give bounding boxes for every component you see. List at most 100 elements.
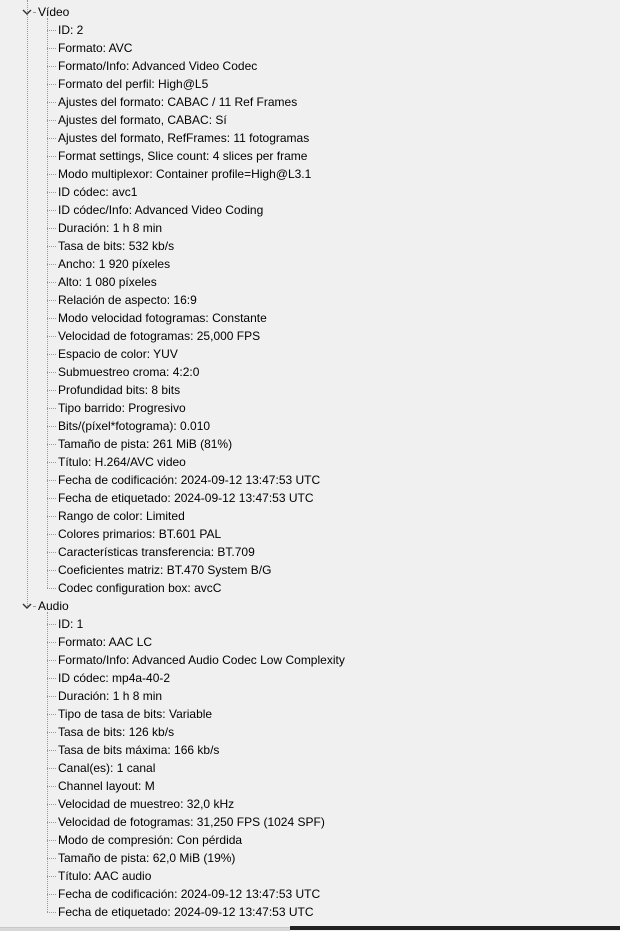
tree-item[interactable]: Ajustes del formato: CABAC / 11 Ref Fram… — [0, 93, 620, 111]
tree-item-label: Formato: AVC — [58, 41, 133, 55]
tree-connector — [47, 552, 56, 553]
tree-item[interactable]: Tamaño de pista: 62,0 MiB (19%) — [0, 849, 620, 867]
tree-item[interactable]: Modo velocidad fotogramas: Constante — [0, 309, 620, 327]
tree-item-label: Modo de compresión: Con pérdida — [58, 833, 243, 847]
tree-item[interactable]: Tamaño de pista: 261 MiB (81%) — [0, 435, 620, 453]
tree-item[interactable]: Submuestreo croma: 4:2:0 — [0, 363, 620, 381]
tree-item[interactable]: Formato/Info: Advanced Audio Codec Low C… — [0, 651, 620, 669]
tree-item[interactable]: Duración: 1 h 8 min — [0, 219, 620, 237]
tree-item[interactable]: Formato del perfil: High@L5 — [0, 75, 620, 93]
tree-connector — [47, 678, 56, 679]
section-header-vdeo[interactable]: Vídeo — [0, 3, 620, 21]
tree-item-label: Tamaño de pista: 261 MiB (81%) — [58, 437, 233, 451]
tree-item[interactable]: Tipo barrido: Progresivo — [0, 399, 620, 417]
tree-item-label: Ancho: 1 920 píxeles — [58, 257, 171, 271]
tree-item[interactable]: Título: AAC audio — [0, 867, 620, 885]
tree-item[interactable]: Características transferencia: BT.709 — [0, 543, 620, 561]
tree-item[interactable]: Fecha de codificación: 2024-09-12 13:47:… — [0, 885, 620, 903]
tree-item[interactable]: Modo multiplexor: Container profile=High… — [0, 165, 620, 183]
tree-item[interactable]: Duración: 1 h 8 min — [0, 687, 620, 705]
tree-item-label: Rango de color: Limited — [58, 509, 185, 523]
tree-item[interactable]: Fecha de etiquetado: 2024-09-12 13:47:53… — [0, 903, 620, 921]
tree-item-label: ID códec/Info: Advanced Video Coding — [58, 203, 264, 217]
tree-connector — [47, 372, 56, 373]
tree-item-label: Formato/Info: Advanced Video Codec — [58, 59, 258, 73]
tree-connector — [47, 786, 56, 787]
tree-item-label: Título: AAC audio — [58, 869, 152, 883]
media-info-tree[interactable]: Vídeo ID: 2 Formato: AVC Formato/Info: Adva… — [0, 3, 620, 921]
tree-connector — [47, 498, 56, 499]
tree-connector — [47, 102, 56, 103]
tree-item[interactable]: ID: 2 — [0, 21, 620, 39]
tree-item[interactable]: Channel layout: M — [0, 777, 620, 795]
tree-item-label: Duración: 1 h 8 min — [58, 689, 163, 703]
section-header-audio[interactable]: Audio — [0, 597, 620, 615]
tree-connector — [47, 354, 56, 355]
tree-item-label: Tipo de tasa de bits: Variable — [58, 707, 213, 721]
tree-item[interactable]: Coeficientes matriz: BT.470 System B/G — [0, 561, 620, 579]
tree-item-label: Codec configuration box: avcC — [58, 581, 222, 595]
tree-connector — [47, 804, 56, 805]
tree-connector — [47, 84, 56, 85]
tree-item[interactable]: ID: 1 — [0, 615, 620, 633]
tree-connector — [47, 156, 56, 157]
tree-connector — [47, 588, 56, 589]
chevron-down-icon[interactable] — [21, 3, 33, 21]
tree-item-label: Formato del perfil: High@L5 — [58, 77, 209, 91]
tree-item[interactable]: Profundidad bits: 8 bits — [0, 381, 620, 399]
tree-connector — [47, 48, 56, 49]
tree-item[interactable]: Fecha de etiquetado: 2024-09-12 13:47:53… — [0, 489, 620, 507]
tree-item[interactable]: Velocidad de fotogramas: 31,250 FPS (102… — [0, 813, 620, 831]
tree-item[interactable]: ID códec: mp4a-40-2 — [0, 669, 620, 687]
tree-item[interactable]: Velocidad de fotogramas: 25,000 FPS — [0, 327, 620, 345]
tree-connector — [47, 624, 56, 625]
tree-item[interactable]: Tipo de tasa de bits: Variable — [0, 705, 620, 723]
tree-item[interactable]: Alto: 1 080 píxeles — [0, 273, 620, 291]
tree-branch-line — [47, 612, 48, 912]
tree-item[interactable]: Velocidad de muestreo: 32,0 kHz — [0, 795, 620, 813]
tree-item[interactable]: Tasa de bits: 532 kb/s — [0, 237, 620, 255]
tree-item[interactable]: Bits/(píxel*fotograma): 0.010 — [0, 417, 620, 435]
tree-item[interactable]: Rango de color: Limited — [0, 507, 620, 525]
tree-item[interactable]: Formato: AAC LC — [0, 633, 620, 651]
tree-item[interactable]: Codec configuration box: avcC — [0, 579, 620, 597]
tree-connector — [47, 120, 56, 121]
horizontal-scrollbar[interactable] — [0, 927, 290, 931]
tree-item[interactable]: Ajustes del formato, RefFrames: 11 fotog… — [0, 129, 620, 147]
tree-connector — [47, 174, 56, 175]
tree-item-label: Velocidad de fotogramas: 25,000 FPS — [58, 329, 261, 343]
tree-item[interactable]: Colores primarios: BT.601 PAL — [0, 525, 620, 543]
tree-item-label: ID: 1 — [58, 617, 84, 631]
tree-connector — [47, 858, 56, 859]
tree-item[interactable]: Tasa de bits máxima: 166 kb/s — [0, 741, 620, 759]
tree-item[interactable]: Formato: AVC — [0, 39, 620, 57]
tree-connector — [47, 228, 56, 229]
tree-connector — [33, 606, 35, 607]
tree-item-label: Format settings, Slice count: 4 slices p… — [58, 149, 308, 163]
tree-item[interactable]: Espacio de color: YUV — [0, 345, 620, 363]
tree-connector — [47, 426, 56, 427]
tree-item[interactable]: ID códec/Info: Advanced Video Coding — [0, 201, 620, 219]
tree-item-label: Ajustes del formato, CABAC: Sí — [58, 113, 227, 127]
tree-item[interactable]: Tasa de bits: 126 kb/s — [0, 723, 620, 741]
section-title: Audio — [38, 599, 69, 613]
tree-item[interactable]: Canal(es): 1 canal — [0, 759, 620, 777]
chevron-down-icon[interactable] — [21, 597, 33, 615]
tree-item[interactable]: ID códec: avc1 — [0, 183, 620, 201]
tree-item[interactable]: Ajustes del formato, CABAC: Sí — [0, 111, 620, 129]
tree-item[interactable]: Fecha de codificación: 2024-09-12 13:47:… — [0, 471, 620, 489]
tree-connector — [47, 30, 56, 31]
tree-connector — [47, 696, 56, 697]
tree-connector — [47, 444, 56, 445]
tree-item-label: Características transferencia: BT.709 — [58, 545, 255, 559]
tree-item[interactable]: Format settings, Slice count: 4 slices p… — [0, 147, 620, 165]
tree-item[interactable]: Ancho: 1 920 píxeles — [0, 255, 620, 273]
tree-item-label: ID códec: mp4a-40-2 — [58, 671, 171, 685]
tree-branch-line — [47, 18, 48, 588]
tree-item[interactable]: Título: H.264/AVC video — [0, 453, 620, 471]
tree-item[interactable]: Formato/Info: Advanced Video Codec — [0, 57, 620, 75]
tree-item[interactable]: Modo de compresión: Con pérdida — [0, 831, 620, 849]
tree-item-label: Bits/(píxel*fotograma): 0.010 — [58, 419, 211, 433]
tree-item[interactable]: Relación de aspecto: 16:9 — [0, 291, 620, 309]
tree-connector — [47, 912, 56, 913]
